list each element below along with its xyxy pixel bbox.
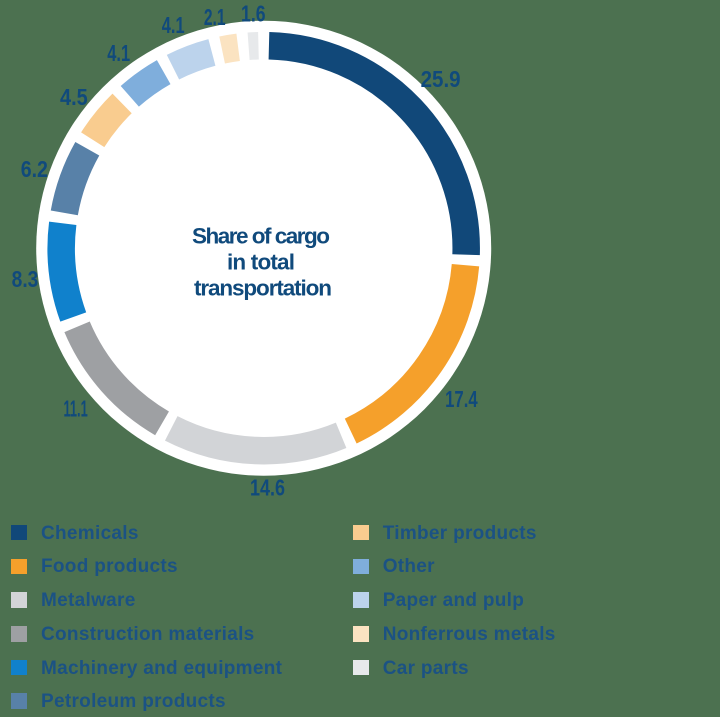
svg-text:14.6: 14.6 <box>250 475 285 501</box>
svg-text:8.3: 8.3 <box>12 266 39 292</box>
svg-text:17.4: 17.4 <box>445 386 478 412</box>
svg-text:in total: in total <box>227 250 295 275</box>
svg-text:4.1: 4.1 <box>162 12 185 38</box>
svg-text:transportation: transportation <box>194 275 332 300</box>
svg-text:25.9: 25.9 <box>421 66 461 92</box>
svg-text:2.1: 2.1 <box>204 4 226 30</box>
svg-text:4.1: 4.1 <box>107 40 130 66</box>
svg-text:Share of cargo: Share of cargo <box>192 224 330 249</box>
svg-text:11.1: 11.1 <box>63 396 87 422</box>
svg-text:1.6: 1.6 <box>241 1 266 27</box>
svg-text:4.5: 4.5 <box>60 84 88 110</box>
svg-text:6.2: 6.2 <box>21 156 48 182</box>
